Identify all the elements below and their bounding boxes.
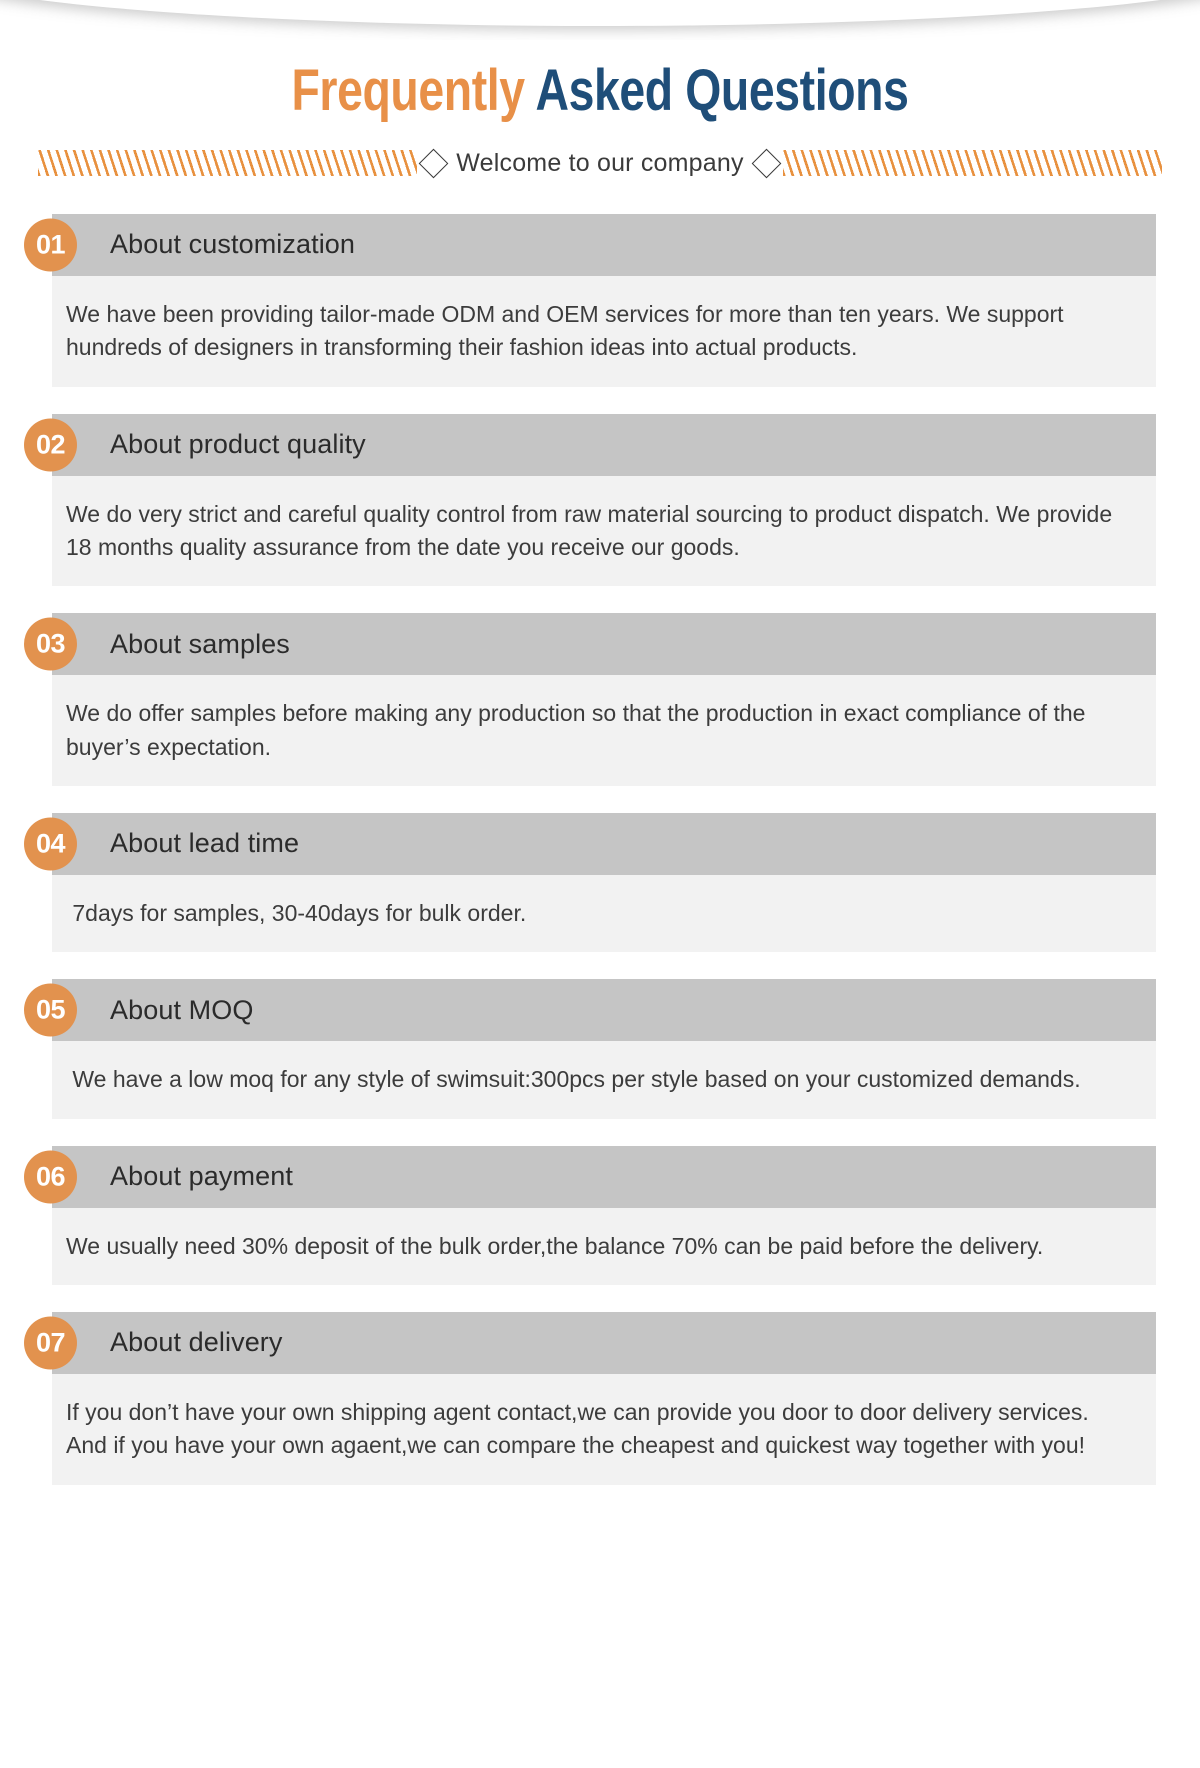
- faq-answer: We do offer samples before making any pr…: [66, 700, 1092, 760]
- faq-number-badge: 02: [24, 418, 77, 472]
- faq-body: We have a low moq for any style of swims…: [52, 1041, 1156, 1119]
- faq-answer: We have been providing tailor-made ODM a…: [66, 301, 1070, 361]
- diamond-left-icon: [418, 148, 449, 178]
- faq-number-badge: 04: [24, 817, 77, 871]
- subtitle-banner: Welcome to our company: [0, 146, 1200, 180]
- faq-body: We usually need 30% deposit of the bulk …: [52, 1207, 1156, 1286]
- faq-answer: 7days for samples, 30-40days for bulk or…: [66, 900, 527, 927]
- faq-answer: We usually need 30% deposit of the bulk …: [66, 1232, 1044, 1259]
- page-title-part-1: Frequently: [291, 58, 525, 123]
- faq-number-badge: 07: [24, 1316, 77, 1370]
- page-title-part-2: Asked Questions: [535, 58, 909, 123]
- faq-answer: If you don’t have your own shipping agen…: [66, 1399, 1094, 1459]
- subtitle-center-group: Welcome to our company: [417, 148, 782, 178]
- faq-question: About samples: [110, 628, 290, 659]
- faq-item[interactable]: 07 About delivery If you don’t have your…: [24, 1312, 1156, 1485]
- faq-number-badge: 03: [24, 617, 77, 671]
- faq-question: About delivery: [110, 1327, 283, 1358]
- faq-item[interactable]: 04 About lead time 7days for samples, 30…: [24, 813, 1156, 953]
- faq-header[interactable]: 07 About delivery: [24, 1312, 1156, 1375]
- faq-answer: We do very strict and careful quality co…: [66, 500, 1119, 561]
- faq-question: About payment: [110, 1160, 293, 1191]
- faq-item[interactable]: 01 About customization We have been prov…: [24, 214, 1156, 387]
- faq-header[interactable]: 05 About MOQ: [24, 979, 1156, 1042]
- faq-page: Frequently Asked Questions Welcome to ou…: [0, 0, 1200, 1485]
- faq-body: We have been providing tailor-made ODM a…: [52, 276, 1156, 387]
- faq-header[interactable]: 03 About samples: [24, 613, 1156, 676]
- faq-number-badge: 01: [24, 218, 77, 272]
- faq-item[interactable]: 03 About samples We do offer samples bef…: [24, 613, 1156, 787]
- faq-header[interactable]: 01 About customization: [24, 214, 1156, 276]
- faq-item[interactable]: 05 About MOQ We have a low moq for any s…: [24, 979, 1156, 1119]
- faq-item[interactable]: 06 About payment We usually need 30% dep…: [24, 1145, 1156, 1286]
- faq-number-badge: 06: [24, 1150, 77, 1204]
- faq-question: About customization: [110, 229, 356, 260]
- faq-question: About lead time: [110, 828, 300, 859]
- faq-answer: We have a low moq for any style of swims…: [66, 1066, 1081, 1093]
- faq-header[interactable]: 06 About payment: [24, 1145, 1156, 1208]
- faq-list: 01 About customization We have been prov…: [0, 214, 1200, 1485]
- faq-question: About product quality: [110, 428, 366, 459]
- page-title: Frequently Asked Questions: [120, 0, 1080, 120]
- hatch-stripes-right-icon: [782, 150, 1162, 176]
- diamond-right-icon: [751, 148, 782, 178]
- faq-number-badge: 05: [24, 983, 77, 1037]
- faq-body: If you don’t have your own shipping agen…: [52, 1374, 1156, 1485]
- faq-body: 7days for samples, 30-40days for bulk or…: [52, 875, 1156, 953]
- faq-body: We do offer samples before making any pr…: [52, 675, 1156, 787]
- faq-header[interactable]: 04 About lead time: [24, 813, 1156, 876]
- hatch-stripes-left-icon: [38, 150, 418, 176]
- subtitle-text: Welcome to our company: [456, 148, 744, 177]
- faq-item[interactable]: 02 About product quality We do very stri…: [24, 413, 1156, 587]
- faq-question: About MOQ: [110, 994, 254, 1025]
- faq-header[interactable]: 02 About product quality: [24, 413, 1156, 476]
- faq-body: We do very strict and careful quality co…: [52, 475, 1156, 587]
